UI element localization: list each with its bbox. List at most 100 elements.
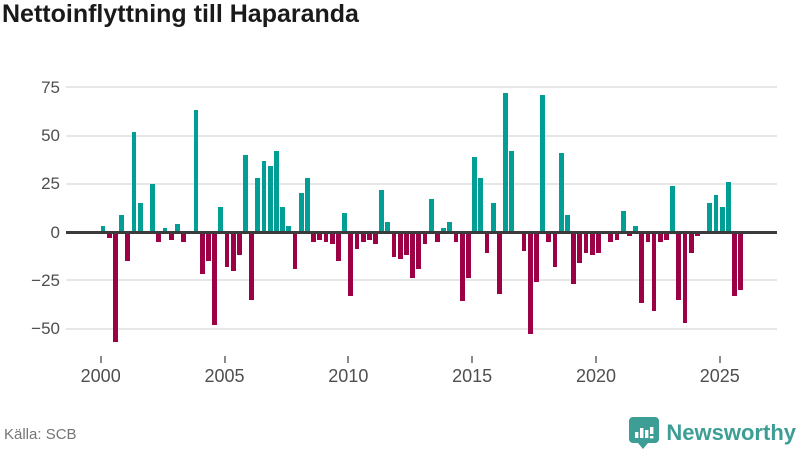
bar-q34 [311, 232, 316, 242]
bar-q9 [156, 232, 162, 242]
x-tick-2025 [718, 356, 721, 363]
bar-q68 [521, 232, 527, 252]
bar-q84 [620, 210, 626, 232]
newsworthy-logo: Newsworthy [629, 416, 796, 450]
bar-q18 [212, 232, 217, 325]
bar-q54 [435, 232, 440, 242]
bar-q85 [626, 232, 632, 236]
bar-q62 [484, 232, 490, 254]
bar-q89 [651, 232, 657, 312]
bar-q30 [286, 226, 292, 232]
y-axis-label: 50 [41, 126, 60, 145]
bar-q2 [113, 232, 118, 342]
bar-q95 [688, 232, 694, 254]
bar-q27 [267, 166, 273, 232]
bar-q51 [416, 232, 422, 269]
bar-q23 [243, 154, 248, 232]
bar-q91 [664, 232, 669, 240]
bar-q86 [633, 226, 638, 232]
bar-q101 [725, 181, 731, 232]
bar-q5 [131, 131, 137, 232]
newsworthy-icon [629, 417, 660, 449]
bar-q53 [428, 199, 434, 232]
bar-q40 [348, 232, 354, 296]
x-axis-label-2020: 2020 [575, 366, 616, 386]
bar-q33 [305, 177, 310, 232]
bar-q35 [317, 232, 323, 240]
bar-q74 [558, 152, 564, 232]
x-tick-2020 [594, 356, 597, 363]
y-axis-label: 25 [41, 174, 60, 194]
bar-q45 [379, 189, 385, 232]
bar-q57 [453, 232, 459, 242]
bar-q63 [490, 203, 496, 232]
bar-q39 [342, 212, 347, 232]
x-axis-label-2015: 2015 [452, 366, 493, 386]
x-tick-2005 [223, 356, 226, 363]
bar-q60 [472, 156, 477, 232]
y-axis-label: 75 [41, 77, 60, 97]
x-axis-label-2005: 2005 [204, 366, 245, 386]
bar-q59 [465, 232, 471, 279]
bar-q1 [106, 232, 112, 238]
bar-q71 [540, 94, 546, 232]
bar-q29 [280, 206, 286, 232]
bar-q47 [391, 232, 397, 258]
y-axis-label: −50 [31, 319, 60, 338]
bar-q32 [298, 193, 304, 232]
bar-q44 [373, 232, 378, 244]
bar-q4 [125, 232, 131, 261]
bar-q25 [255, 177, 261, 232]
x-axis-label-2025: 2025 [699, 366, 740, 386]
bar-q96 [695, 232, 700, 236]
bar-q28 [274, 150, 279, 232]
bar-q12 [174, 224, 180, 232]
newsworthy-wordmark: Newsworthy [666, 420, 796, 445]
bar-q50 [410, 232, 416, 279]
x-tick-2000 [99, 356, 102, 363]
bar-q58 [459, 232, 465, 302]
bar-q78 [583, 232, 589, 254]
bar-q17 [205, 232, 211, 261]
bar-q72 [546, 232, 552, 242]
bar-q94 [682, 232, 688, 323]
bar-q99 [713, 195, 719, 232]
bar-q52 [422, 232, 428, 244]
bar-q11 [168, 232, 174, 240]
bar-q48 [397, 232, 403, 260]
x-axis-label-2000: 2000 [80, 366, 121, 386]
bar-q75 [565, 214, 570, 232]
bar-q3 [119, 214, 125, 232]
bar-q22 [236, 232, 242, 256]
bar-q0 [100, 226, 106, 232]
bar-q69 [527, 232, 533, 335]
bar-q77 [577, 232, 583, 263]
bar-chart-pin-icon [629, 417, 660, 449]
y-axis-label: 0 [50, 222, 60, 242]
bar-q98 [707, 203, 713, 232]
bar-q64 [496, 232, 502, 294]
bar-q10 [162, 228, 168, 232]
gridline-y-50 [66, 327, 777, 330]
bar-q87 [639, 232, 645, 304]
bar-q93 [676, 232, 682, 300]
bar-q55 [441, 228, 446, 232]
bar-q26 [261, 160, 267, 232]
bar-q76 [571, 232, 576, 285]
bar-q20 [224, 232, 230, 267]
bar-q80 [595, 232, 601, 254]
bar-q102 [732, 232, 737, 296]
bar-q83 [614, 232, 620, 240]
bar-q8 [150, 183, 156, 232]
bar-q61 [478, 177, 484, 232]
bar-q38 [335, 232, 341, 261]
bar-q37 [329, 232, 335, 244]
bar-q79 [589, 232, 595, 256]
bar-q13 [181, 232, 186, 242]
bar-q103 [738, 232, 744, 290]
gridline-y50 [66, 134, 777, 137]
bar-q31 [292, 232, 298, 269]
bar-q65 [503, 93, 508, 232]
